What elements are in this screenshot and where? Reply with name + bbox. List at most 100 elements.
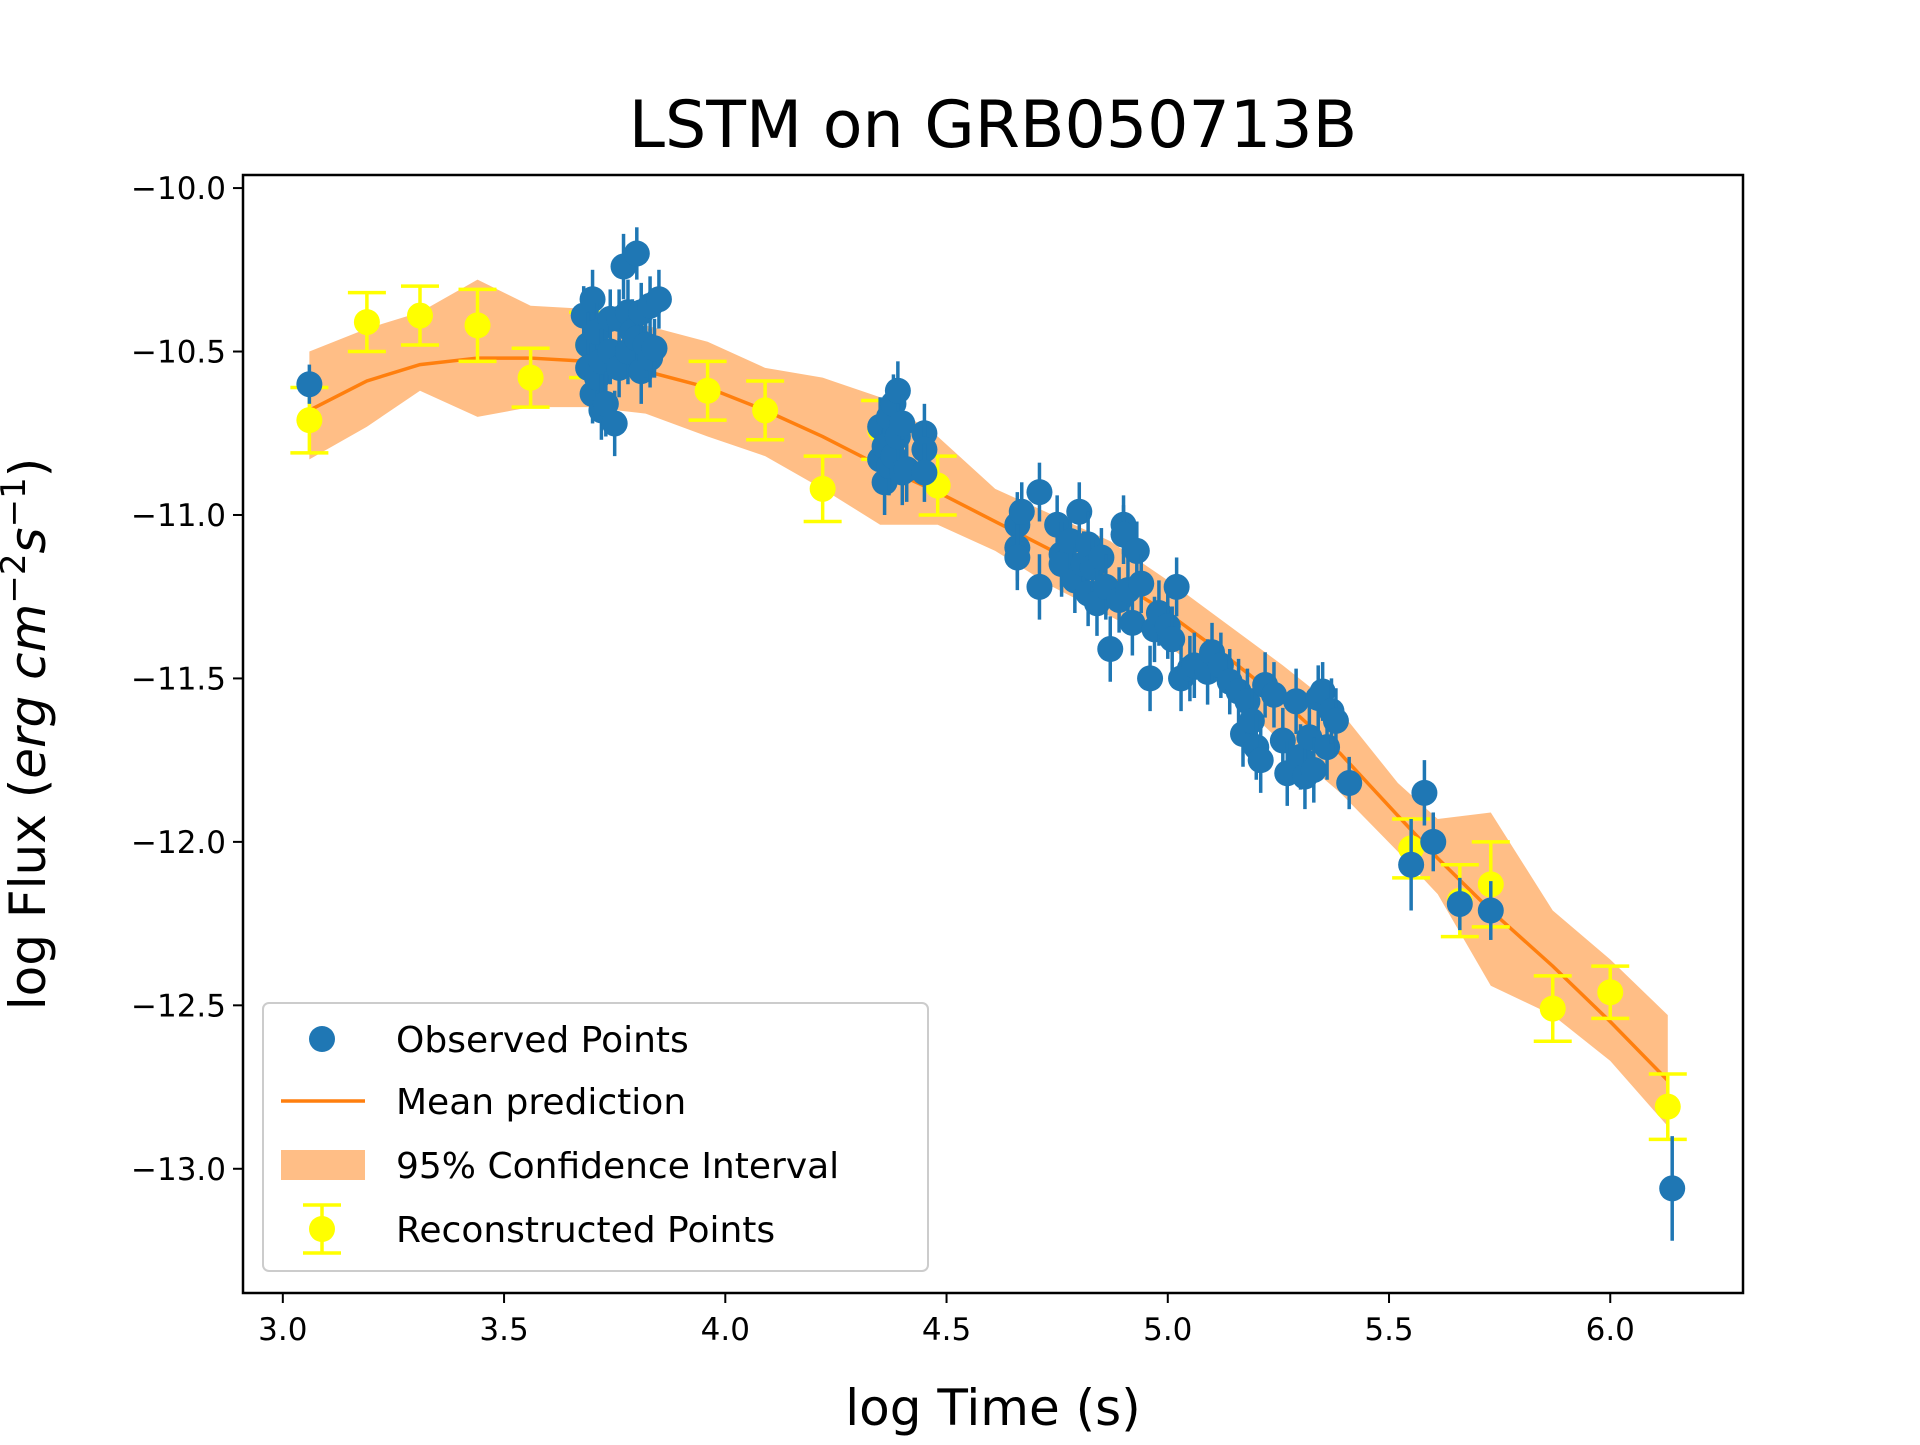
observed-point (1411, 760, 1438, 826)
observed-marker (1420, 828, 1447, 855)
observed-marker (296, 371, 323, 398)
legend-box (262, 1002, 929, 1272)
observed-point (1446, 877, 1473, 931)
observed-marker (1300, 756, 1327, 783)
observed-point (579, 269, 606, 329)
observed-point (1322, 688, 1349, 754)
y-tick-label: −11.0 (131, 498, 226, 534)
x-tick-label: 4.5 (922, 1312, 971, 1348)
y-tick-label: −10.5 (131, 335, 226, 371)
reconstructed-point (688, 359, 727, 422)
observed-point (1004, 524, 1031, 591)
observed-marker (889, 410, 916, 437)
reconstructed-point (803, 454, 842, 524)
observed-marker (1163, 573, 1190, 600)
confidence-band (309, 279, 1668, 1127)
y-axis-title-unit-part: −1 (0, 477, 34, 527)
reconstructed-point (746, 379, 785, 442)
confidence-band-layer (309, 279, 1668, 1127)
observed-marker (884, 377, 911, 404)
observed-marker (1269, 727, 1296, 754)
y-axis: −10.0 −10.5 −11.0 −11.5 −12.0 −12.5 −13.0 (131, 171, 243, 1188)
observed-marker (1159, 626, 1186, 653)
observed-marker (1309, 678, 1336, 705)
y-tick-label: −11.5 (131, 661, 226, 697)
x-tick-label: 3.0 (258, 1312, 307, 1348)
observed-marker (1137, 665, 1164, 692)
observed-marker (623, 240, 650, 267)
reconstructed-point (1533, 974, 1572, 1044)
observed-marker (592, 390, 619, 417)
observed-point (1283, 668, 1310, 734)
observed-point (1128, 554, 1155, 614)
y-tick-label: −13.0 (131, 1152, 226, 1188)
legend-label: 95% Confidence Interval (396, 1146, 839, 1187)
y-axis-title-prefix: log Flux ( (0, 779, 57, 1010)
observed-point (296, 364, 323, 404)
observed-point (601, 390, 628, 457)
legend-label: Mean prediction (396, 1082, 686, 1123)
reconstructed-marker (464, 312, 491, 339)
observed-marker (1477, 897, 1504, 924)
observed-point (1477, 881, 1504, 940)
observed-points-layer (296, 227, 1686, 1241)
observed-point (1247, 727, 1274, 793)
observed-marker (645, 286, 672, 313)
observed-marker (1008, 498, 1035, 525)
observed-marker (1026, 573, 1053, 600)
y-axis-title-suffix: ) (0, 458, 57, 478)
reconstructed-point (347, 290, 386, 354)
legend-item: Mean prediction (281, 1082, 686, 1123)
reconstructed-marker (752, 397, 779, 424)
x-axis-title: log Time (s) (845, 1379, 1140, 1437)
observed-marker (1247, 747, 1274, 774)
x-tick-label: 6.0 (1586, 1312, 1635, 1348)
observed-marker (1322, 707, 1349, 734)
reconstructed-point (458, 287, 497, 364)
observed-point (641, 318, 668, 378)
observed-point (1123, 521, 1150, 581)
observed-marker (1260, 681, 1287, 708)
plot-frame (241, 173, 1745, 1295)
legend-swatch-band (281, 1150, 365, 1180)
legend-item: 95% Confidence Interval (281, 1146, 839, 1187)
observed-point (645, 269, 672, 329)
legend-item: Reconstructed Points (303, 1203, 775, 1255)
chart-title: LSTM on GRB050713B (629, 88, 1357, 163)
reconstructed-marker (694, 377, 721, 404)
observed-marker (579, 286, 606, 313)
observed-marker (1004, 544, 1031, 571)
observed-point (1119, 590, 1146, 656)
x-tick-label: 4.0 (701, 1312, 750, 1348)
observed-marker (1234, 688, 1261, 715)
observed-marker (1398, 851, 1425, 878)
y-axis-title: log Flux (erg cm−2s−1) (0, 458, 57, 1010)
y-axis-title-unit-part: s (0, 527, 57, 553)
legend-label: Observed Points (396, 1020, 689, 1061)
observed-marker (1123, 537, 1150, 564)
observed-marker (1411, 779, 1438, 806)
observed-point (1097, 616, 1124, 682)
x-tick-label: 5.0 (1143, 1312, 1192, 1348)
observed-marker (1119, 609, 1146, 636)
observed-point (1066, 482, 1093, 542)
legend-label: Reconstructed Points (396, 1210, 775, 1251)
legend-item: Observed Points (309, 1020, 689, 1061)
observed-point (1159, 606, 1186, 672)
reconstructed-marker (1654, 1093, 1681, 1120)
y-tick-label: −10.0 (131, 171, 226, 207)
y-axis-title-unit-part: −2 (0, 553, 34, 603)
observed-point (1008, 482, 1035, 542)
observed-marker (1336, 770, 1363, 797)
legend: Observed Points Mean prediction 95% Confid… (262, 1002, 929, 1272)
observed-point (1137, 645, 1164, 712)
observed-marker (1446, 890, 1473, 917)
observed-point (911, 443, 938, 502)
reconstructed-marker (1597, 979, 1624, 1006)
reconstructed-marker (809, 475, 836, 502)
y-axis-title-unit-part: erg cm (0, 604, 57, 779)
reconstructed-marker (1539, 995, 1566, 1022)
observed-marker (911, 459, 938, 486)
reconstructed-marker (296, 407, 323, 434)
